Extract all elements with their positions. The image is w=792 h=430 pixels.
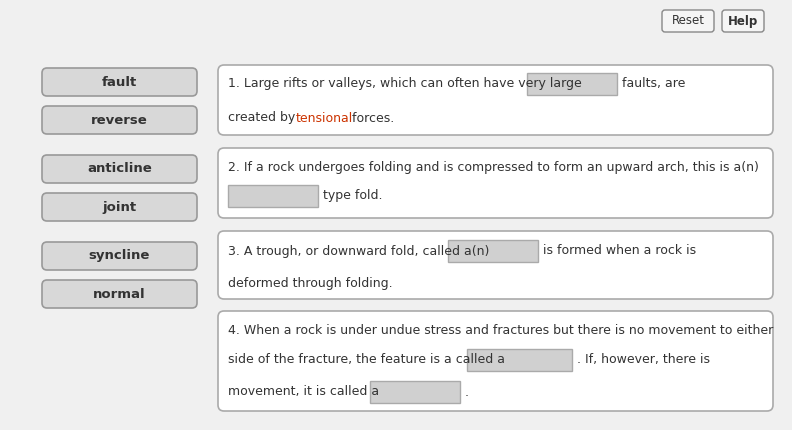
Text: 2. If a rock undergoes folding and is compressed to form an upward arch, this is: 2. If a rock undergoes folding and is co… [228, 160, 759, 173]
Text: .: . [465, 386, 469, 399]
Text: . If, however, there is: . If, however, there is [577, 353, 710, 366]
FancyBboxPatch shape [218, 148, 773, 218]
Text: Help: Help [728, 15, 758, 28]
FancyBboxPatch shape [218, 65, 773, 135]
FancyBboxPatch shape [42, 280, 197, 308]
Text: syncline: syncline [89, 249, 150, 262]
FancyBboxPatch shape [218, 231, 773, 299]
Text: 1. Large rifts or valleys, which can often have very large: 1. Large rifts or valleys, which can oft… [228, 77, 582, 90]
FancyBboxPatch shape [722, 10, 764, 32]
Text: is formed when a rock is: is formed when a rock is [543, 245, 696, 258]
Text: forces.: forces. [348, 111, 394, 125]
Text: normal: normal [93, 288, 146, 301]
Text: side of the fracture, the feature is a called a: side of the fracture, the feature is a c… [228, 353, 505, 366]
Text: tensional: tensional [296, 111, 353, 125]
Bar [448, 240, 538, 262]
Text: joint: joint [102, 200, 136, 214]
Text: type fold.: type fold. [323, 190, 383, 203]
Text: reverse: reverse [91, 114, 148, 126]
Text: 3. A trough, or downward fold, called a(n): 3. A trough, or downward fold, called a(… [228, 245, 489, 258]
Text: faults, are: faults, are [622, 77, 685, 90]
Text: 4. When a rock is under undue stress and fractures but there is no movement to e: 4. When a rock is under undue stress and… [228, 323, 773, 337]
Text: anticline: anticline [87, 163, 152, 175]
FancyBboxPatch shape [662, 10, 714, 32]
Text: fault: fault [102, 76, 137, 89]
Text: Reset: Reset [672, 15, 705, 28]
Text: deformed through folding.: deformed through folding. [228, 277, 393, 291]
Bar [370, 381, 460, 403]
FancyBboxPatch shape [42, 155, 197, 183]
FancyBboxPatch shape [42, 68, 197, 96]
Bar [228, 185, 318, 207]
FancyBboxPatch shape [218, 311, 773, 411]
FancyBboxPatch shape [42, 193, 197, 221]
Text: movement, it is called a: movement, it is called a [228, 386, 379, 399]
FancyBboxPatch shape [42, 106, 197, 134]
Text: created by: created by [228, 111, 299, 125]
FancyBboxPatch shape [42, 242, 197, 270]
Bar [527, 73, 617, 95]
Bar [467, 349, 572, 371]
